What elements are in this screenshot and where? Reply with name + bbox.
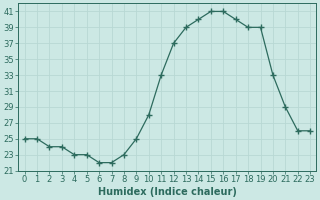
X-axis label: Humidex (Indice chaleur): Humidex (Indice chaleur) (98, 187, 237, 197)
